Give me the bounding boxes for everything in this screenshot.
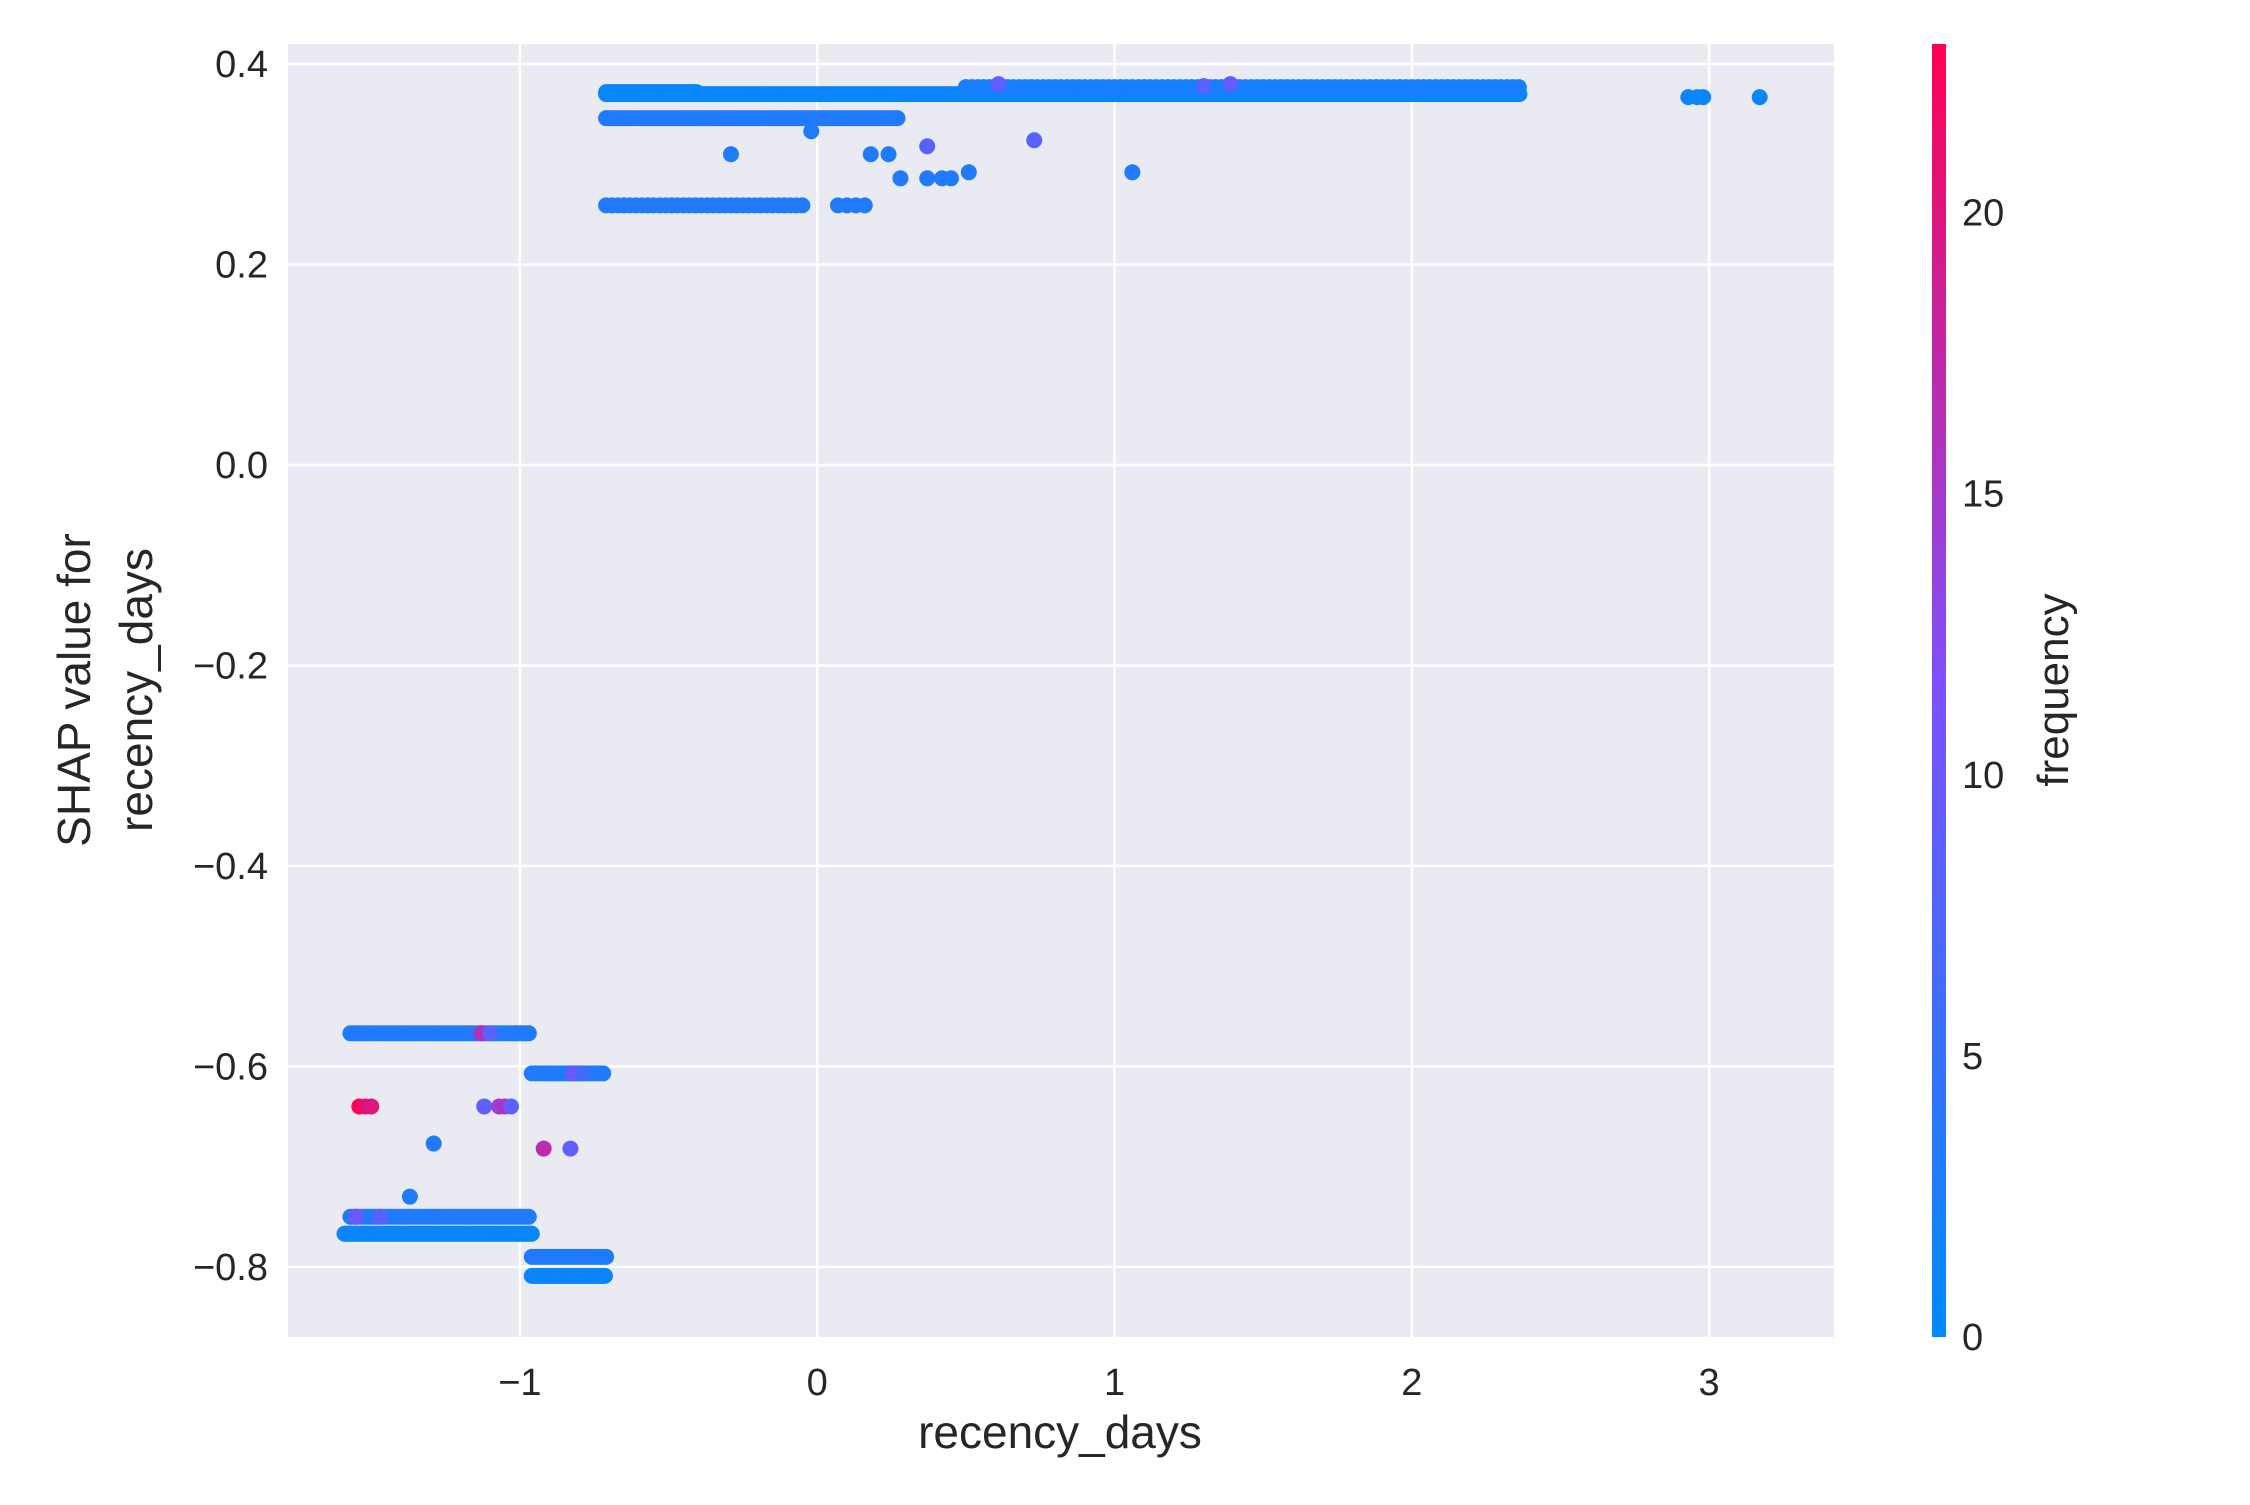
x-tick-label: 1 xyxy=(1104,1362,1125,1404)
colorbar-tick-label: 5 xyxy=(1962,1036,1983,1078)
scatter-point xyxy=(1124,164,1141,181)
scatter-point xyxy=(919,170,936,187)
y-tick-label: 0.2 xyxy=(215,245,268,287)
scatter-point xyxy=(803,123,820,140)
y-tick-label: −0.6 xyxy=(193,1046,268,1088)
scatter-point xyxy=(523,1225,540,1242)
scatter-point xyxy=(1195,78,1212,95)
scatter-point xyxy=(425,1135,442,1152)
scatter-point xyxy=(856,197,873,214)
colorbar-tick-label: 0 xyxy=(1962,1317,1983,1359)
scatter-point xyxy=(348,1208,365,1225)
y-axis-label-line-1: SHAP value for xyxy=(48,533,100,847)
scatter-point xyxy=(862,146,879,163)
colorbar-tick-label: 20 xyxy=(1962,193,2004,235)
scatter-point xyxy=(401,1188,418,1205)
x-tick-labels: −1 0 1 2 3 xyxy=(498,1362,1719,1404)
scatter-point xyxy=(960,164,977,181)
scatter-point xyxy=(520,1208,537,1225)
scatter-point xyxy=(502,1098,519,1115)
y-tick-label: −0.4 xyxy=(193,846,268,888)
y-tick-label: −0.8 xyxy=(193,1247,268,1289)
colorbar-tick-label: 10 xyxy=(1962,755,2004,797)
scatter-point xyxy=(722,146,739,163)
x-tick-label: 3 xyxy=(1699,1362,1720,1404)
scatter-point xyxy=(990,76,1007,93)
colorbar-ticks: 0 5 10 15 20 xyxy=(1962,193,2004,1359)
scatter-point xyxy=(574,1065,591,1082)
colorbar-tick-label: 15 xyxy=(1962,474,2004,516)
scatter-point xyxy=(520,1025,537,1042)
colorbar xyxy=(1932,44,1946,1337)
scatter-point xyxy=(598,1248,615,1265)
scatter-point xyxy=(1026,132,1043,149)
scatter-point xyxy=(482,1025,499,1042)
scatter-point xyxy=(1695,89,1712,106)
colorbar-label: frequency xyxy=(2029,593,2078,786)
scatter-point xyxy=(880,146,897,163)
scatter-point xyxy=(919,138,936,155)
y-tick-label: −0.2 xyxy=(193,645,268,687)
y-tick-label: 0.0 xyxy=(215,445,268,487)
x-axis-label: recency_days xyxy=(918,1406,1202,1458)
y-tick-labels: −0.8 −0.6 −0.4 −0.2 0.0 0.2 0.4 xyxy=(193,44,268,1289)
scatter-point xyxy=(363,1098,380,1115)
scatter-point xyxy=(1510,79,1527,96)
plot-area xyxy=(288,44,1834,1337)
scatter-point xyxy=(1751,89,1768,106)
y-tick-label: 0.4 xyxy=(215,44,268,86)
scatter-point xyxy=(476,1098,493,1115)
scatter-point xyxy=(794,197,811,214)
scatter-point xyxy=(595,1065,612,1082)
scatter-point xyxy=(372,1208,389,1225)
scatter-point xyxy=(892,170,909,187)
y-axis-label-line-2: recency_days xyxy=(110,548,162,832)
scatter-point xyxy=(535,1140,552,1157)
x-tick-label: −1 xyxy=(498,1362,541,1404)
scatter-point xyxy=(596,1267,613,1284)
grid-lines xyxy=(288,44,1834,1337)
scatter-point xyxy=(1222,76,1239,93)
scatter-point xyxy=(562,1140,579,1157)
scatter-point xyxy=(889,110,906,127)
x-tick-label: 2 xyxy=(1401,1362,1422,1404)
x-tick-label: 0 xyxy=(807,1362,828,1404)
scatter-point xyxy=(942,170,959,187)
scatter-point xyxy=(688,84,705,101)
scatter-points xyxy=(336,76,1768,1284)
